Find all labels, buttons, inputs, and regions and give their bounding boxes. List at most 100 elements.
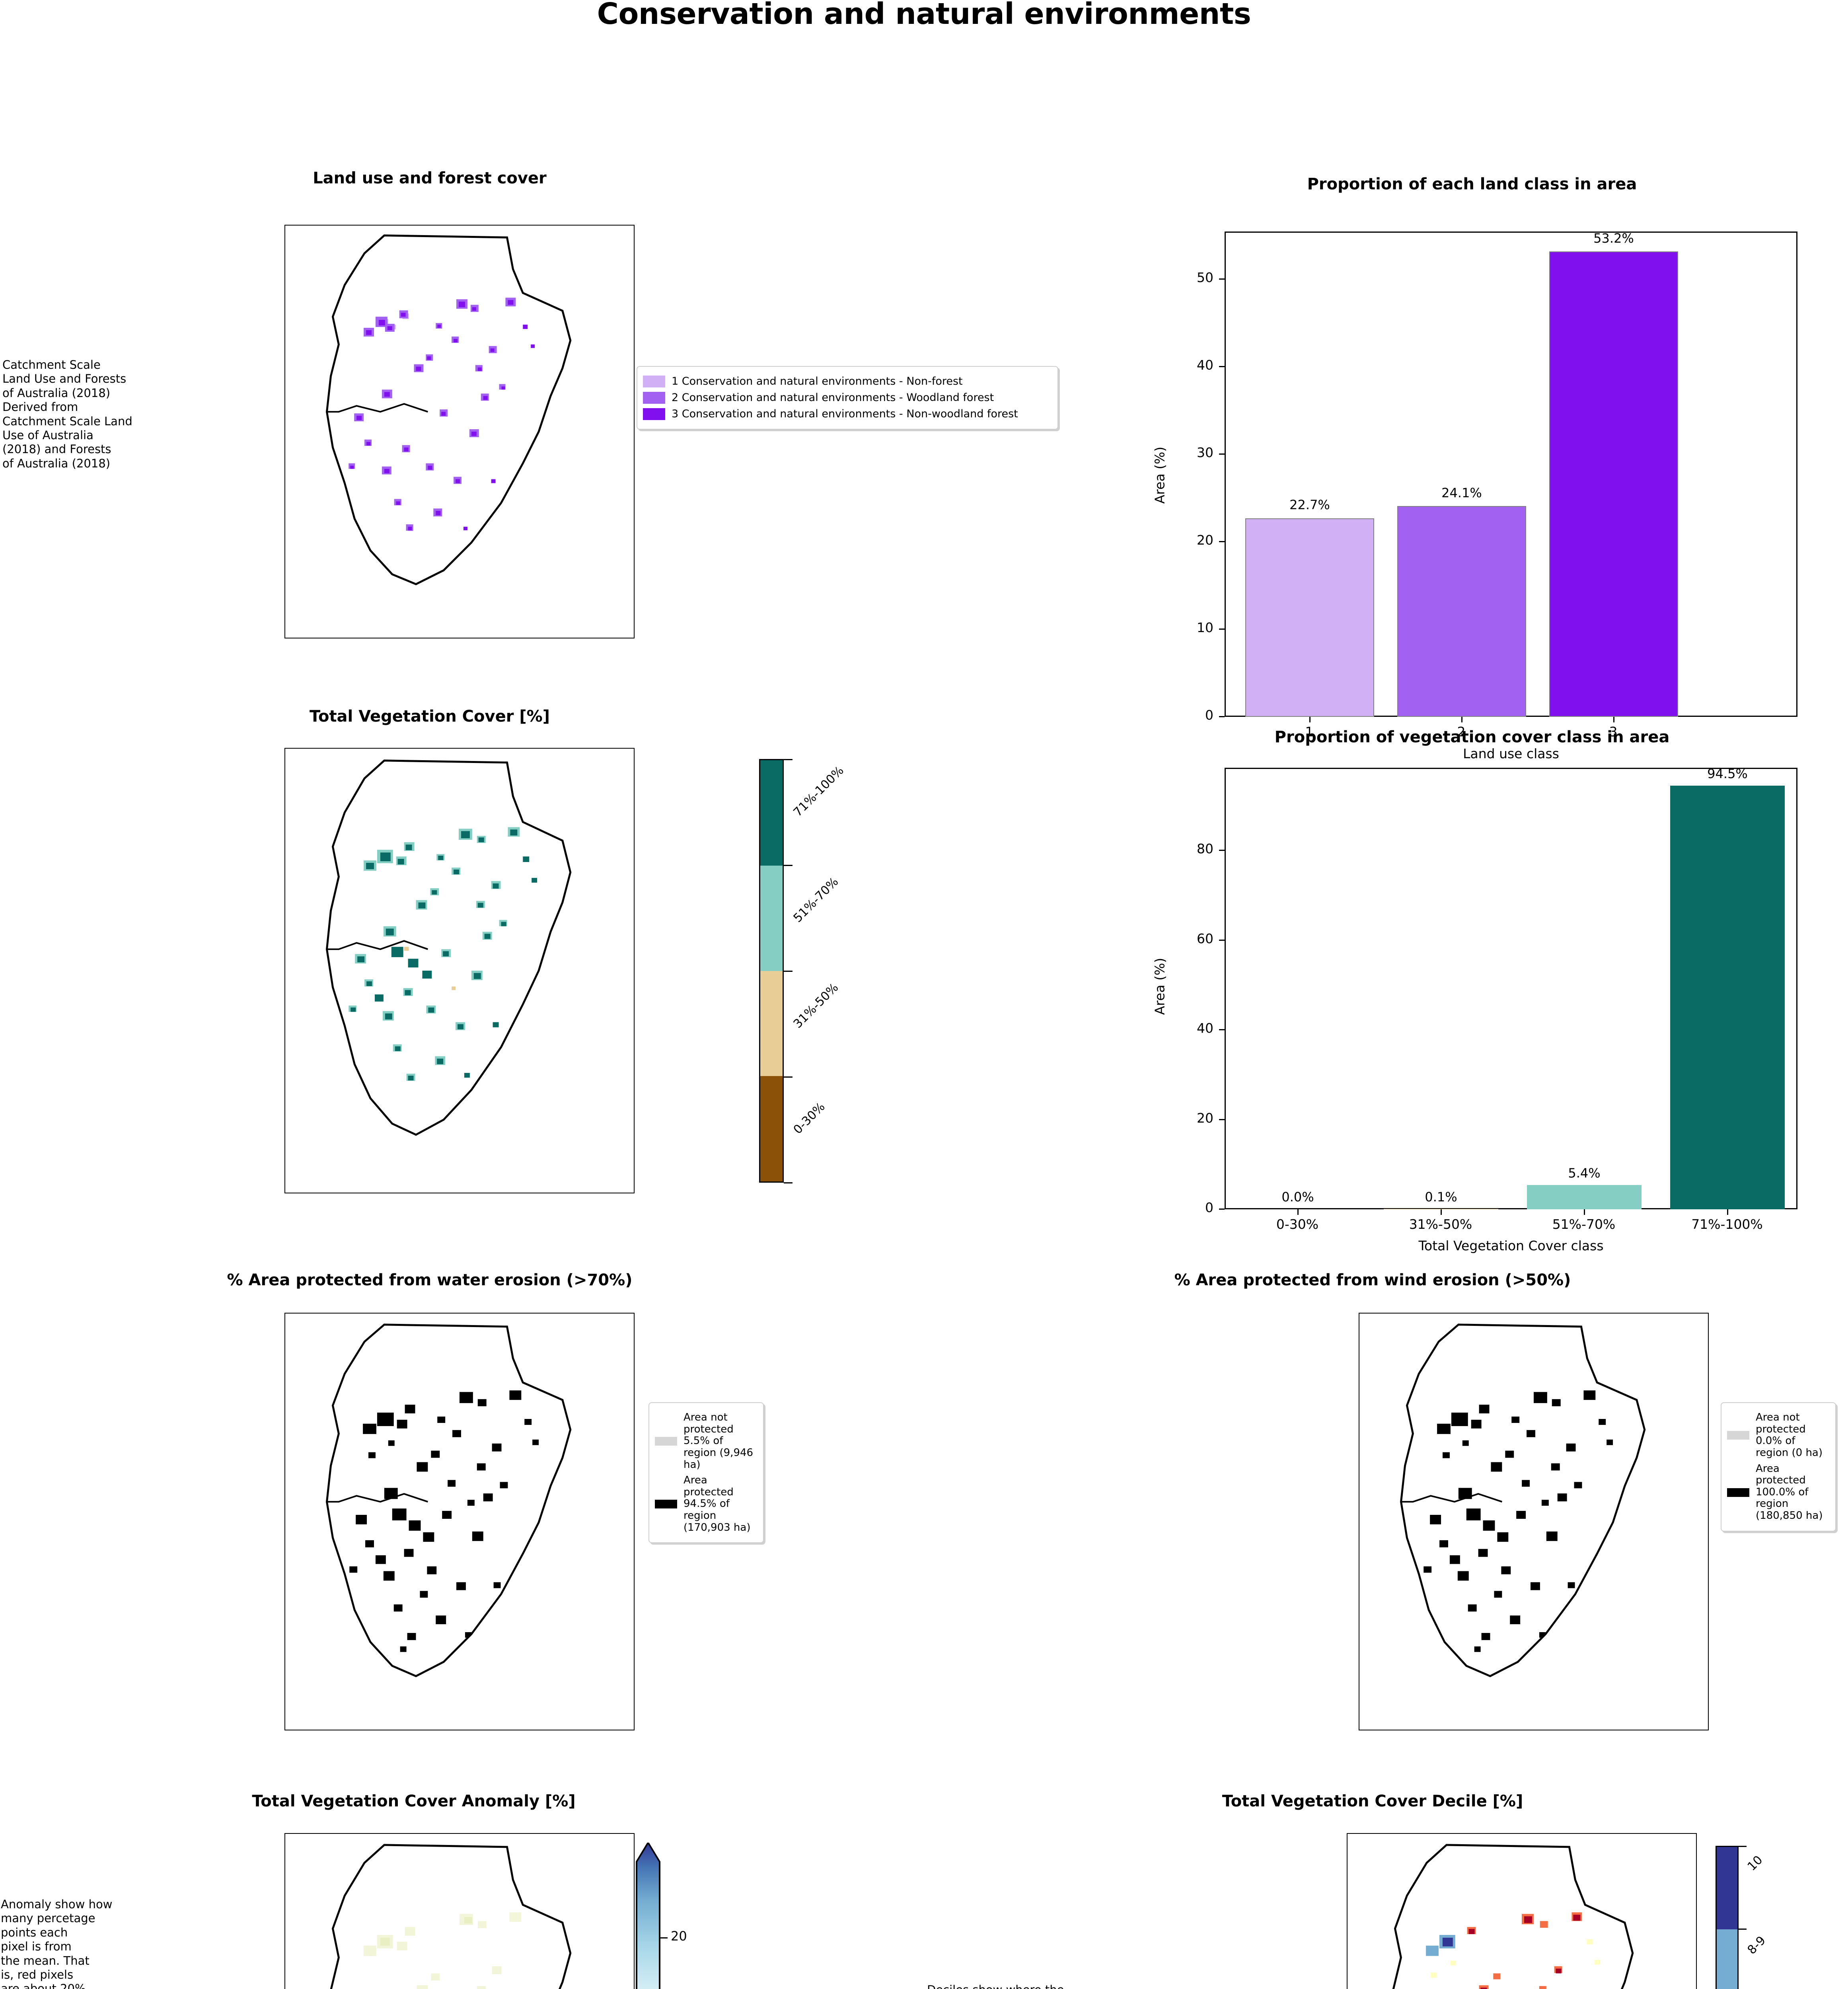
bar-label-veg-0-30: 0.0% bbox=[1281, 1189, 1314, 1205]
veg-cover-map-title: Total Vegetation Cover [%] bbox=[309, 707, 550, 726]
land-use-map-title: Land use and forest cover bbox=[313, 169, 547, 187]
x-tick-label-0-30: 0-30% bbox=[1276, 1216, 1319, 1232]
bar-label-veg-31-50: 0.1% bbox=[1425, 1189, 1457, 1205]
y-tick-mark bbox=[1219, 629, 1225, 630]
y-tick-label-30: 30 bbox=[1197, 445, 1213, 460]
legend-label-class-3: 3 Conservation and natural environments … bbox=[672, 407, 1018, 420]
x-tick-mark bbox=[1461, 717, 1462, 722]
y-axis-label: Area (%) bbox=[1152, 958, 1168, 1015]
legend-label-class-1: 1 Conservation and natural environments … bbox=[672, 375, 963, 387]
water-erosion-map[interactable] bbox=[284, 1313, 635, 1730]
bar-label-class-1: 22.7% bbox=[1289, 497, 1330, 512]
veg-cover-map[interactable] bbox=[284, 748, 635, 1193]
x-tick-mark bbox=[1584, 1209, 1585, 1215]
cbar-segment-31-50 bbox=[760, 971, 783, 1076]
x-tick-mark bbox=[1613, 717, 1614, 722]
y-tick-mark bbox=[1219, 453, 1225, 455]
x-tick-mark bbox=[1727, 1209, 1728, 1215]
y-tick-label-40: 40 bbox=[1197, 1020, 1213, 1036]
anomaly-cbar-label-20: 20 bbox=[671, 1929, 687, 1944]
y-tick-mark bbox=[1219, 716, 1225, 717]
y-tick-label-0: 0 bbox=[1205, 707, 1213, 723]
land-use-map[interactable] bbox=[284, 225, 635, 638]
bar-class-3[interactable] bbox=[1549, 251, 1678, 717]
cbar-tick bbox=[784, 865, 793, 866]
land-use-map-svg bbox=[326, 234, 572, 586]
legend-swatch-not-protected bbox=[1727, 1431, 1749, 1440]
y-axis-label: Area (%) bbox=[1152, 446, 1168, 504]
anomaly-map-svg bbox=[330, 1844, 572, 1989]
decile-cbar-label-10: 10 bbox=[1745, 1853, 1766, 1874]
wind-erosion-legend: Area not protected 0.0% of region (0 ha)… bbox=[1721, 1402, 1836, 1532]
cbar-segment-0-30 bbox=[760, 1076, 783, 1181]
y-tick-label-50: 50 bbox=[1197, 270, 1213, 285]
water-erosion-legend: Area not protected 5.5% of region (9,946… bbox=[648, 1402, 764, 1543]
cbar-tick bbox=[784, 971, 793, 972]
decile-map-svg bbox=[1392, 1844, 1634, 1989]
y-tick-mark bbox=[1219, 278, 1225, 280]
legend-label-not-protected: Area not protected 5.5% of region (9,946… bbox=[684, 1411, 754, 1471]
bar-veg-71-100[interactable] bbox=[1670, 786, 1785, 1209]
veg-cover-colorbar bbox=[759, 759, 784, 1183]
page-title: Conservation and natural environments bbox=[597, 0, 1251, 31]
bar-label-class-3: 53.2% bbox=[1593, 231, 1634, 246]
legend-swatch-protected bbox=[1727, 1488, 1749, 1497]
cbar-segment-8-9 bbox=[1717, 1929, 1737, 1989]
cbar-segment-71-100 bbox=[760, 760, 783, 866]
bar-class-1[interactable] bbox=[1245, 518, 1374, 717]
legend-swatch-class-3 bbox=[643, 408, 665, 420]
legend-item: Area protected 100.0% of region (180,850… bbox=[1727, 1463, 1830, 1522]
bar-label-veg-51-70: 5.4% bbox=[1568, 1166, 1601, 1181]
veg-cover-map-svg bbox=[326, 759, 572, 1136]
x-tick-label-51-70: 51%-70% bbox=[1552, 1216, 1616, 1232]
bar-label-veg-71-100: 94.5% bbox=[1707, 766, 1748, 781]
x-tick-label-1: 1 bbox=[1305, 724, 1314, 740]
legend-item: Area protected 94.5% of region (170,903 … bbox=[655, 1474, 758, 1534]
y-tick-label-20: 20 bbox=[1197, 532, 1213, 548]
chart-title: Proportion of vegetation cover class in … bbox=[1274, 728, 1670, 746]
cbar-label-31-50: 31%-50% bbox=[791, 981, 841, 1031]
legend-item: 3 Conservation and natural environments … bbox=[643, 408, 1052, 420]
cbar-segment-10 bbox=[1717, 1847, 1737, 1929]
cbar-tick bbox=[1739, 1846, 1747, 1847]
veg-cover-proportion-chart: Proportion of vegetation cover class in … bbox=[1134, 712, 1810, 1253]
legend-label-protected: Area protected 94.5% of region (170,903 … bbox=[684, 1474, 751, 1534]
y-tick-mark bbox=[1219, 1029, 1225, 1030]
x-axis-label: Total Vegetation Cover class bbox=[1418, 1238, 1604, 1253]
legend-item: Area not protected 0.0% of region (0 ha) bbox=[1727, 1411, 1830, 1459]
bar-class-2[interactable] bbox=[1397, 506, 1526, 717]
y-tick-mark bbox=[1219, 850, 1225, 851]
x-tick-mark bbox=[1309, 717, 1311, 722]
wind-erosion-map[interactable] bbox=[1359, 1313, 1709, 1730]
chart-title: Proportion of each land class in area bbox=[1307, 175, 1637, 193]
anomaly-colorbar-svg bbox=[636, 1841, 660, 1989]
legend-item: Area not protected 5.5% of region (9,946… bbox=[655, 1411, 758, 1471]
decile-map[interactable] bbox=[1347, 1833, 1697, 1989]
decile-cbar-label-8-9: 8-9 bbox=[1745, 1933, 1769, 1957]
x-tick-label-31-50: 31%-50% bbox=[1409, 1216, 1472, 1232]
wind-erosion-map-title: % Area protected from wind erosion (>50%… bbox=[1174, 1271, 1571, 1289]
legend-swatch-not-protected bbox=[655, 1437, 677, 1446]
x-tick-label-3: 3 bbox=[1609, 724, 1618, 740]
cbar-tick bbox=[784, 1076, 793, 1078]
anomaly-colorbar bbox=[636, 1841, 660, 1989]
cbar-tick bbox=[784, 759, 793, 760]
water-erosion-map-svg bbox=[326, 1323, 572, 1678]
cbar-tick bbox=[784, 1182, 793, 1183]
legend-swatch-protected bbox=[655, 1500, 677, 1509]
y-tick-mark bbox=[1219, 940, 1225, 941]
cbar-label-71-100: 71%-100% bbox=[791, 763, 847, 819]
bar-veg-51-70[interactable] bbox=[1527, 1185, 1642, 1209]
legend-label-not-protected: Area not protected 0.0% of region (0 ha) bbox=[1756, 1411, 1823, 1459]
anomaly-explainer-note: Anomaly show how many percetage points e… bbox=[1, 1898, 113, 1989]
y-tick-mark bbox=[1219, 541, 1225, 542]
x-tick-label-71-100: 71%-100% bbox=[1691, 1216, 1763, 1232]
x-tick-label-2: 2 bbox=[1457, 724, 1466, 740]
land-use-source-note: Catchment Scale Land Use and Forests of … bbox=[2, 358, 132, 470]
decile-map-title: Total Vegetation Cover Decile [%] bbox=[1222, 1792, 1523, 1810]
y-tick-label-80: 80 bbox=[1197, 841, 1213, 856]
water-erosion-map-title: % Area protected from water erosion (>70… bbox=[227, 1271, 633, 1289]
anomaly-map[interactable] bbox=[284, 1833, 635, 1989]
legend-label-protected: Area protected 100.0% of region (180,850… bbox=[1756, 1462, 1823, 1522]
y-tick-label-60: 60 bbox=[1197, 931, 1213, 946]
